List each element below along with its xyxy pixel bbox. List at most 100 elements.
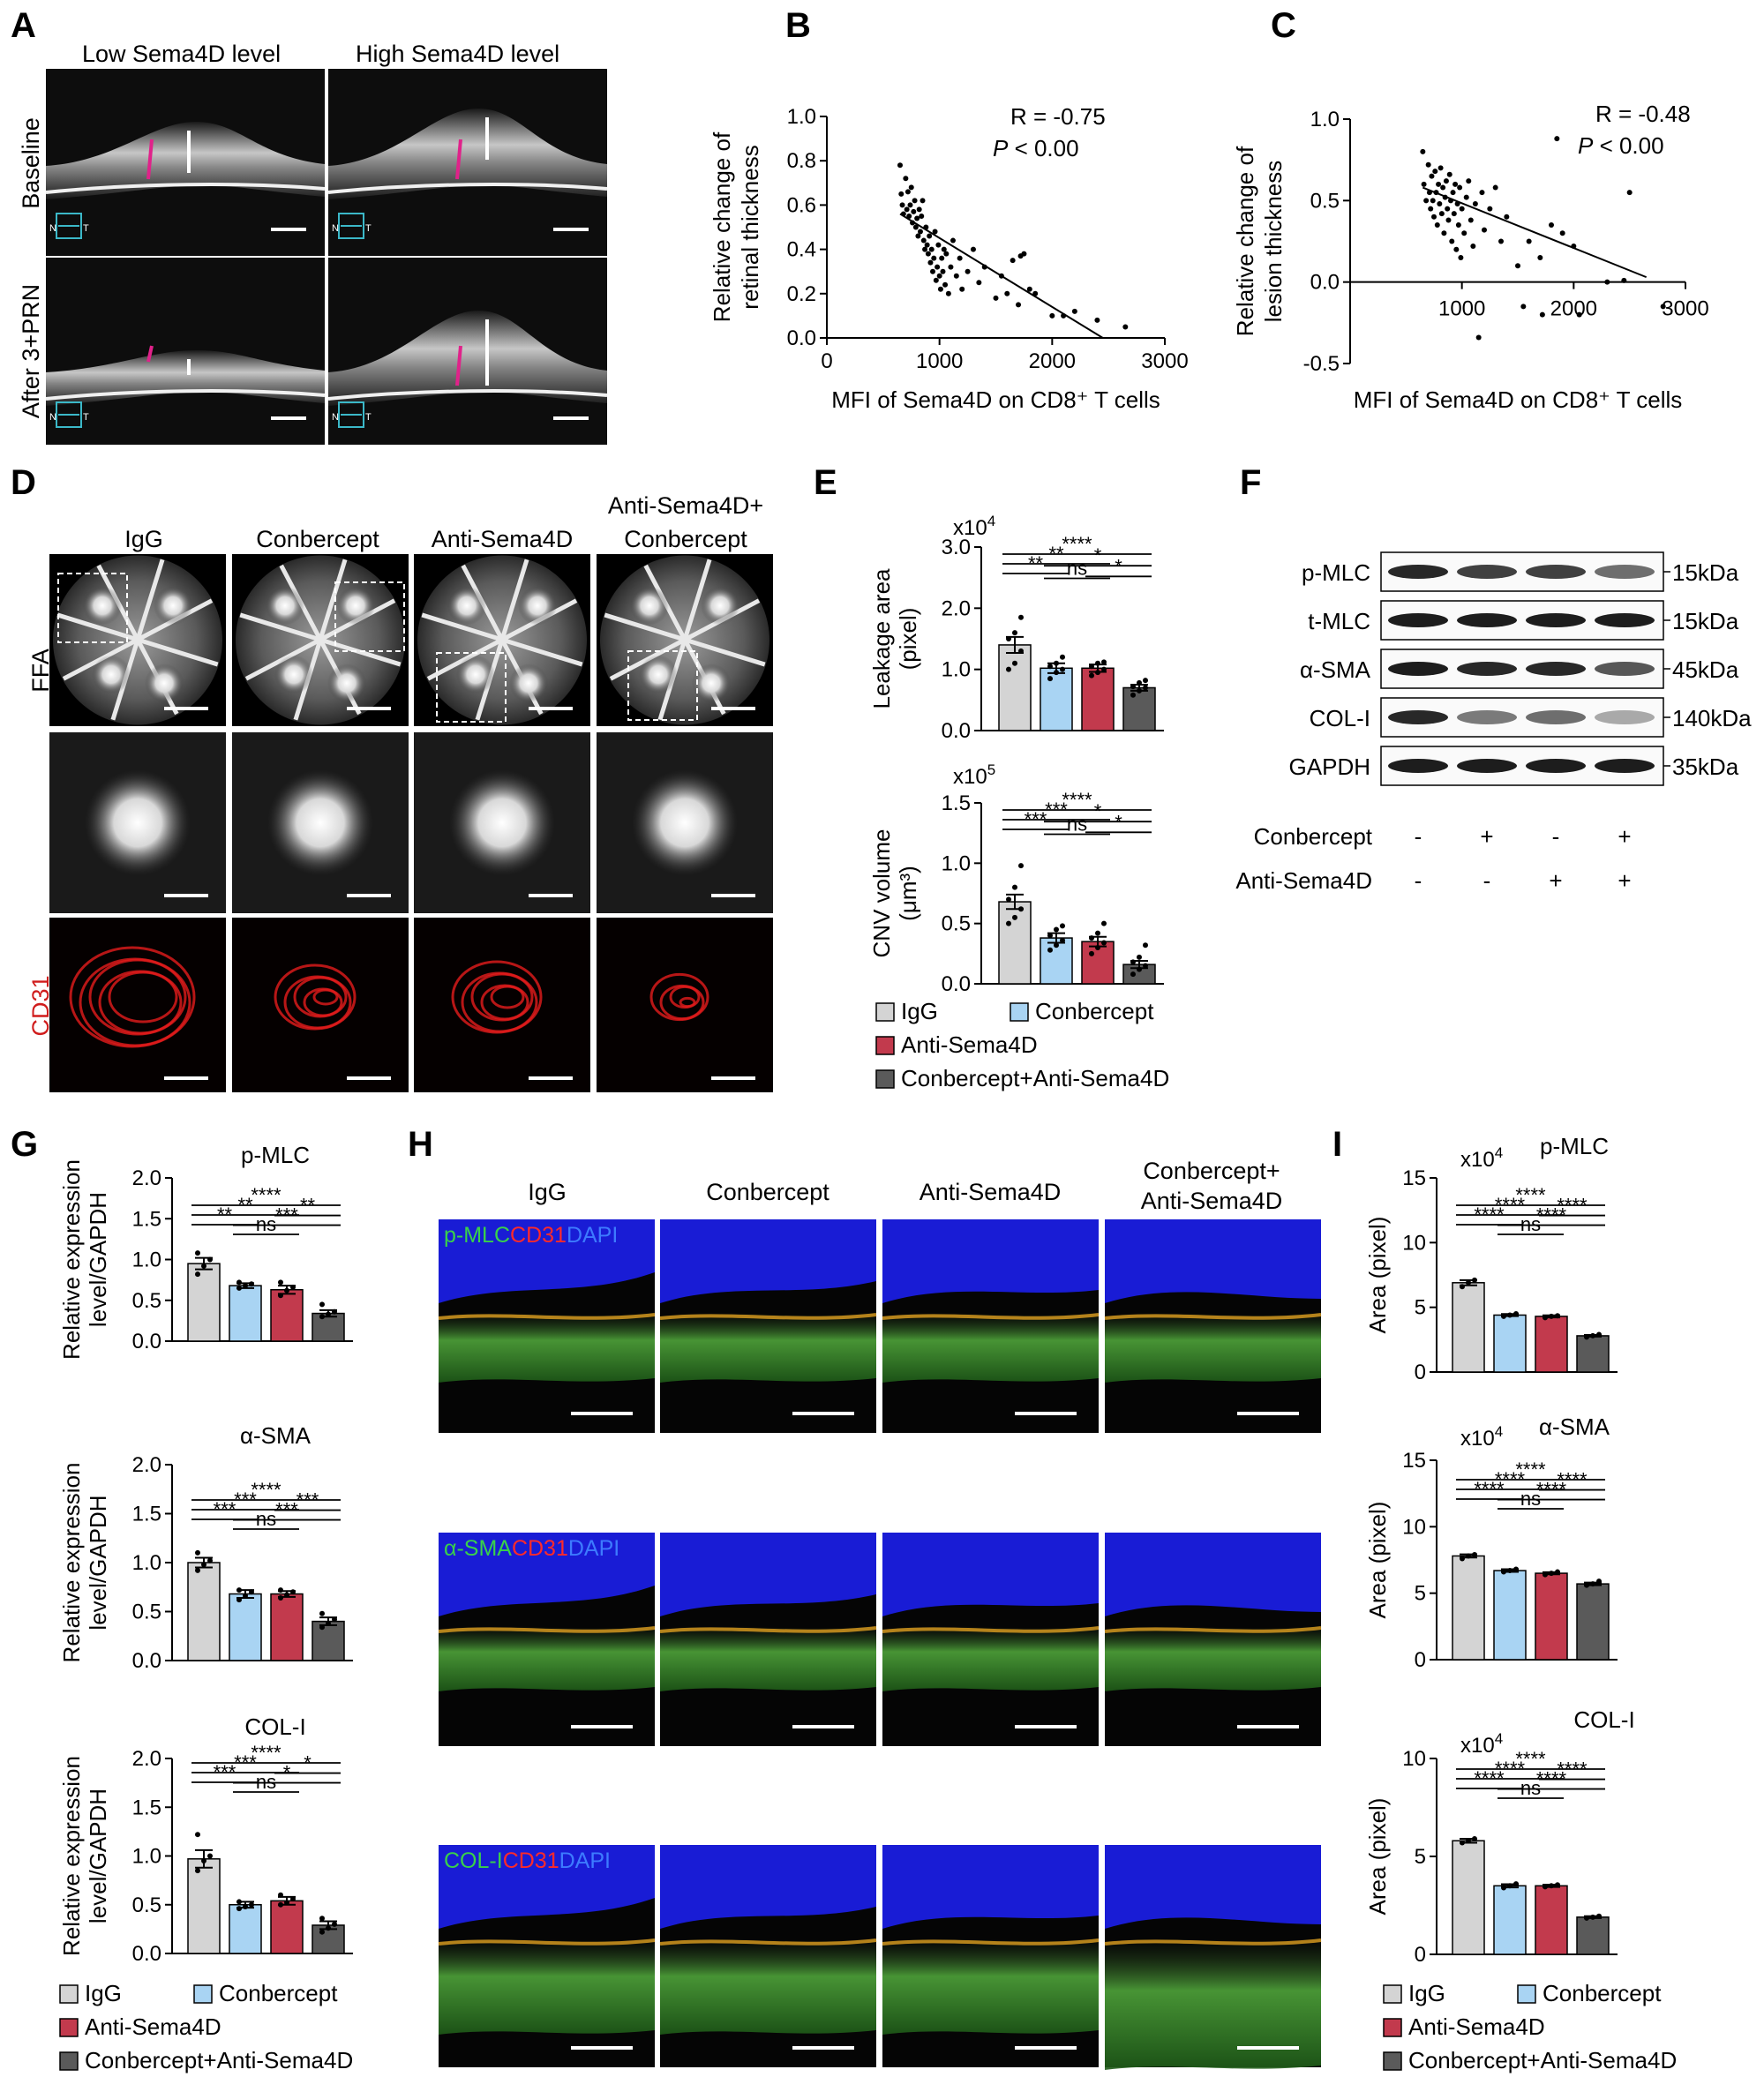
orientation-right: T [365, 412, 372, 423]
legend-swatch [1010, 1002, 1029, 1022]
scatter-point [1479, 190, 1485, 196]
data-point [1047, 947, 1053, 953]
scatter-point [912, 198, 918, 204]
axis-scale: x104 [1460, 1144, 1503, 1172]
treatment-sign: + [1618, 823, 1631, 850]
panel-letter: H [408, 1125, 433, 1164]
leakage-zoom [449, 769, 555, 876]
bar [1576, 1916, 1610, 1955]
data-point [1137, 966, 1142, 972]
chart-title: COL-I [1573, 1706, 1634, 1733]
zoom-box [334, 581, 405, 652]
data-point [1089, 672, 1094, 679]
cd31-image [414, 918, 590, 1092]
data-point [1513, 1311, 1519, 1316]
orientation-left: N [332, 223, 339, 234]
column-label: Low Sema4D level [82, 41, 281, 67]
scatter-point [1472, 201, 1478, 207]
data-point [332, 1616, 337, 1623]
legend-swatch [193, 1984, 213, 2004]
data-point [1543, 1315, 1548, 1321]
chart-e-leakage: 0.01.02.03.0 ****** ** *ns *Leakage area(pix… [868, 513, 1164, 743]
scatter-point [917, 229, 923, 235]
significance-label: *** [297, 1489, 319, 1511]
significance-label: **** [1474, 1478, 1505, 1500]
molecular-weight: 35kDa [1672, 754, 1739, 780]
data-point [1555, 1882, 1560, 1888]
data-point [1137, 687, 1142, 694]
data-point [1054, 660, 1059, 666]
cd31-stain [659, 1938, 877, 1946]
data-point [1130, 684, 1136, 690]
treatment-sign: - [1415, 823, 1422, 850]
scatter-point [1445, 217, 1452, 223]
legend-label: Conbercept [219, 1980, 338, 2006]
cd31-stain [438, 1626, 656, 1633]
bar [998, 901, 1032, 985]
data-point [1012, 630, 1017, 636]
data-point [319, 1916, 325, 1922]
significance-label: *** [234, 1488, 257, 1511]
blot-label: α-SMA [1300, 656, 1371, 683]
leakage-spot [154, 586, 192, 626]
data-point [1012, 884, 1017, 890]
bar [1040, 667, 1073, 731]
scatter-point [927, 259, 934, 266]
scatter-point [1455, 222, 1461, 229]
annotation-r: R = -0.75 [1010, 103, 1106, 130]
retinal-vessel [319, 637, 402, 667]
y-tick-label: 15 [1402, 1166, 1426, 1190]
y-tick-label: 0.5 [942, 912, 971, 936]
bar [229, 1285, 262, 1342]
column-label: IgG [528, 1179, 567, 1205]
data-point [319, 1624, 325, 1631]
significance-label: *** [275, 1204, 298, 1226]
bar [270, 1593, 304, 1661]
data-point [1060, 923, 1065, 929]
data-point [278, 1587, 283, 1593]
significance-label: ns [256, 1771, 276, 1793]
y-tick-label: 5 [1415, 1296, 1426, 1320]
significance-label: * [1115, 555, 1122, 577]
scatter-point [976, 280, 982, 286]
retinal-vessel [501, 637, 583, 667]
bar [270, 1288, 304, 1342]
legend-swatch [875, 1069, 895, 1089]
axis-scale: x104 [953, 513, 995, 540]
scatter-point [1466, 178, 1472, 184]
scatter-point [1626, 190, 1633, 196]
regression-line [1422, 186, 1648, 279]
y-tick-label: 1.0 [132, 1248, 161, 1272]
panel-letter: F [1240, 463, 1261, 502]
data-point [1060, 654, 1065, 660]
green-stain [1105, 1625, 1321, 1691]
data-point [1555, 1569, 1560, 1575]
significance-label: **** [1495, 1468, 1526, 1490]
leakage-zoom [267, 769, 373, 876]
data-point [195, 1271, 200, 1278]
orientation-left: N [49, 223, 56, 234]
scatter-point [933, 277, 939, 283]
legend-label: Conbercept+Anti-Sema4D [1408, 2047, 1677, 2073]
scatter-point [1498, 238, 1504, 244]
significance-label: * [304, 1752, 312, 1774]
y-tick-label: 1.5 [132, 1503, 161, 1526]
legend-e: IgG Conbercept Anti-Sema4D Conbercept+Anti-… [875, 998, 1169, 1091]
zoom-box [436, 652, 507, 723]
legend-label: Conbercept [1035, 998, 1154, 1024]
stain-name: DAPI [567, 1223, 618, 1248]
data-point [243, 1593, 248, 1599]
y-axis-label-line: Area (pixel) [1364, 1798, 1391, 1916]
data-point [1101, 659, 1107, 665]
cd31-stain [882, 1626, 1100, 1633]
y-axis-label-line: level/GAPDH [85, 1788, 111, 1923]
blot-band [1388, 613, 1448, 627]
significance-label: * [283, 1762, 291, 1784]
cd31-vessel [108, 971, 178, 1024]
significance-label: *** [234, 1751, 257, 1773]
data-point [1054, 926, 1059, 933]
retinal-vessel [135, 559, 165, 641]
y-axis-label: CNV volume(μm³) [868, 829, 921, 958]
bar [1535, 1316, 1568, 1373]
